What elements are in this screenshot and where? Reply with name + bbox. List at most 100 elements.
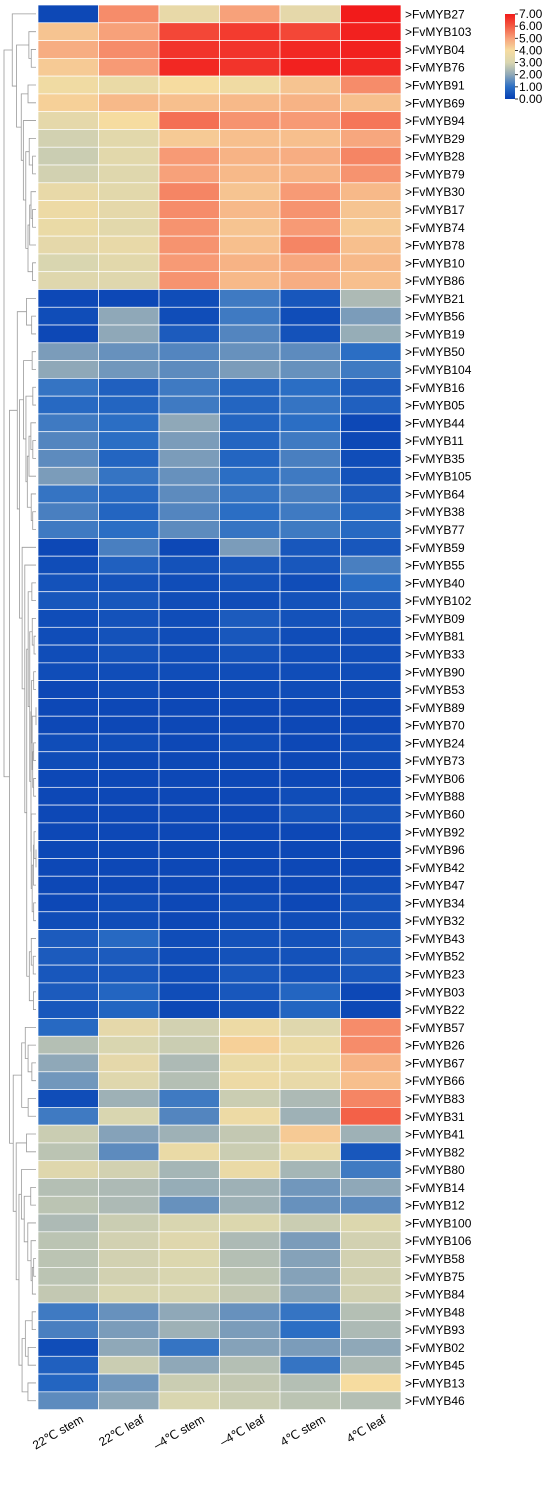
heatmap-cell	[37, 626, 99, 646]
heatmap-cell	[158, 786, 220, 806]
heatmap-cell	[98, 449, 160, 468]
heatmap-cell	[37, 893, 99, 913]
heatmap-cell	[340, 306, 402, 326]
heatmap-cell	[98, 1124, 160, 1144]
row-label: >FvMYB26	[405, 1039, 465, 1053]
heatmap-cell	[279, 306, 341, 326]
heatmap-cell	[158, 22, 220, 41]
heatmap-cell	[279, 1373, 341, 1393]
heatmap-cell	[98, 1302, 160, 1322]
heatmap-cell	[98, 413, 160, 433]
heatmap-cell	[158, 1284, 220, 1304]
heatmap-cell	[340, 591, 402, 610]
heatmap-cell	[279, 1231, 341, 1250]
dendrogram-branch	[33, 635, 36, 655]
heatmap-cell	[98, 289, 160, 308]
row-label: >FvMYB33	[405, 647, 465, 661]
heatmap-cell	[340, 573, 402, 593]
heatmap-cell	[158, 271, 220, 290]
heatmap-cell	[37, 466, 99, 486]
heatmap-cell	[158, 146, 220, 166]
heatmap-cell	[219, 146, 281, 166]
heatmap-cell	[98, 644, 160, 664]
heatmap-cell	[158, 715, 220, 735]
heatmap-cell	[37, 1355, 99, 1375]
heatmap-cell	[340, 1035, 402, 1055]
heatmap-cell	[340, 1000, 402, 1019]
colorbar-tick-label: 0.00	[519, 92, 543, 106]
heatmap-cell	[340, 129, 402, 148]
heatmap-cell	[219, 644, 281, 664]
heatmap-cell	[37, 822, 99, 842]
heatmap-cell	[340, 538, 402, 557]
heatmap-cell	[158, 1089, 220, 1108]
heatmap-cell	[279, 1142, 341, 1162]
heatmap-cell	[98, 573, 160, 593]
row-label: >FvMYB83	[405, 1092, 465, 1106]
heatmap-cell	[219, 395, 281, 415]
heatmap-cell	[279, 342, 341, 361]
row-label: >FvMYB94	[405, 114, 465, 128]
heatmap-cell	[158, 395, 220, 415]
row-label: >FvMYB56	[405, 310, 465, 324]
row-label: >FvMYB84	[405, 1288, 465, 1302]
heatmap-cell	[279, 626, 341, 646]
heatmap-cell	[98, 769, 160, 788]
heatmap-cell	[37, 1160, 99, 1179]
row-label: >FvMYB80	[405, 1163, 465, 1177]
heatmap-cell	[219, 111, 281, 130]
heatmap-cell	[219, 964, 281, 984]
row-label: >FvMYB34	[405, 896, 465, 910]
heatmap-cell	[340, 946, 402, 966]
heatmap-cell	[279, 1071, 341, 1090]
heatmap-cell	[279, 129, 341, 148]
heatmap-cell	[279, 964, 341, 984]
heatmap-cells	[37, 4, 402, 1410]
row-label: >FvMYB78	[405, 239, 465, 253]
dendrogram-branch	[21, 1042, 29, 1108]
heatmap-cell	[340, 822, 402, 842]
heatmap-cell	[340, 911, 402, 930]
heatmap-cell	[340, 769, 402, 788]
heatmap-cell	[98, 253, 160, 273]
heatmap-cell	[219, 57, 281, 77]
heatmap-cell	[37, 733, 99, 753]
heatmap-cell	[98, 929, 160, 948]
heatmap-cell	[219, 1195, 281, 1215]
heatmap-cell	[340, 22, 402, 41]
heatmap-cell	[219, 822, 281, 842]
row-label: >FvMYB73	[405, 754, 465, 768]
heatmap-cell	[340, 235, 402, 255]
heatmap-cell	[158, 449, 220, 468]
heatmap-cell	[98, 129, 160, 148]
heatmap-cell	[158, 1124, 220, 1144]
heatmap-cell	[340, 200, 402, 219]
heatmap-cell	[340, 1142, 402, 1162]
heatmap-cell	[98, 1267, 160, 1286]
heatmap-cell	[37, 1302, 99, 1322]
dendrogram-branch	[20, 93, 29, 161]
heatmap-cell	[340, 1231, 402, 1250]
dendrogram-branch	[31, 351, 36, 370]
heatmap-cell	[37, 164, 99, 184]
heatmap-cell	[219, 786, 281, 806]
row-label: >FvMYB43	[405, 932, 465, 946]
row-label: >FvMYB93	[405, 1323, 465, 1337]
heatmap-cell	[158, 840, 220, 859]
heatmap-cell	[279, 378, 341, 397]
heatmap-cell	[98, 715, 160, 735]
heatmap-cell	[98, 662, 160, 681]
heatmap-cell	[158, 93, 220, 113]
heatmap-cell	[340, 1338, 402, 1357]
heatmap-cell	[158, 769, 220, 788]
heatmap-cell	[340, 253, 402, 273]
dendrogram-branch	[9, 409, 18, 1144]
heatmap-cell	[158, 1107, 220, 1126]
heatmap-cell	[279, 1213, 341, 1233]
heatmap-cell	[219, 1338, 281, 1357]
heatmap-cell	[279, 1391, 341, 1410]
heatmap-cell	[158, 733, 220, 753]
heatmap-cell	[98, 4, 160, 24]
heatmap-cell	[37, 858, 99, 877]
heatmap-cell	[98, 1018, 160, 1037]
